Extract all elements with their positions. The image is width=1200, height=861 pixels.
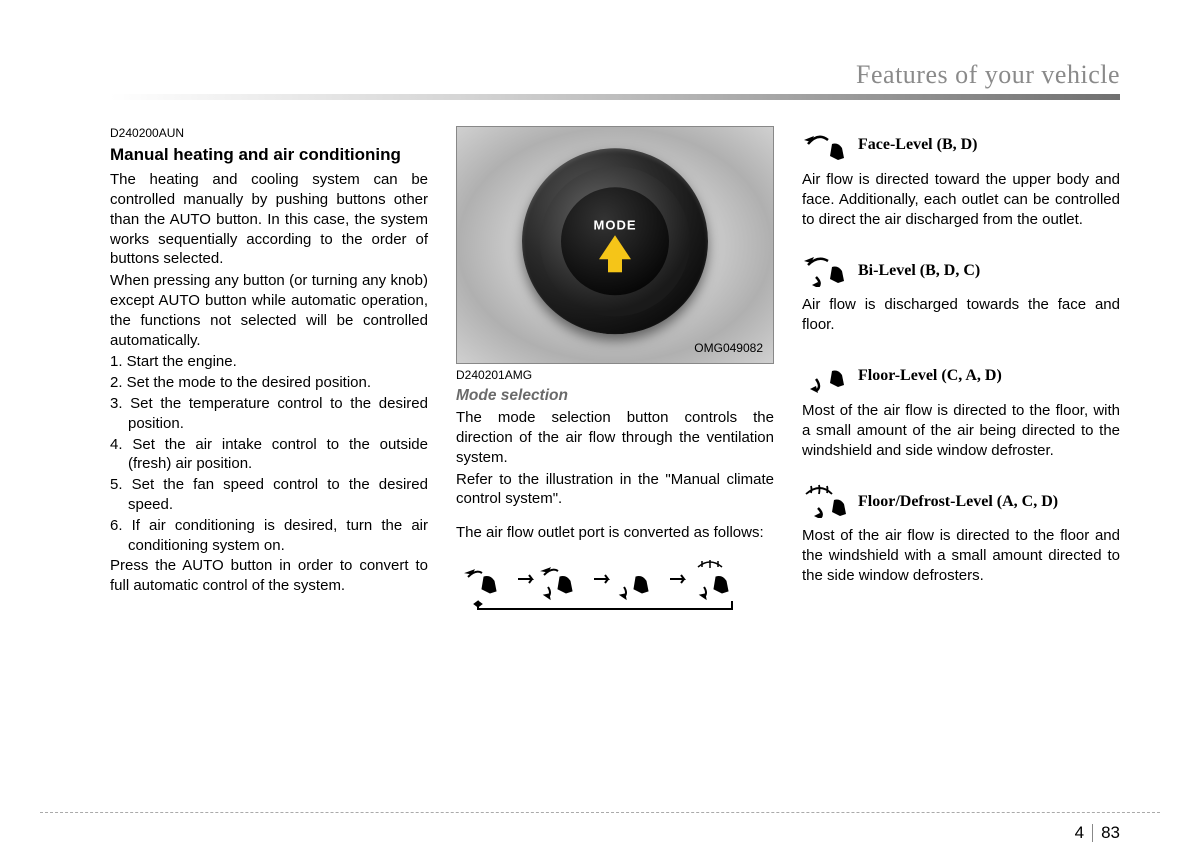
mode-label: Bi-Level (B, D, C) (858, 260, 980, 281)
header-rule (110, 94, 1120, 100)
footer-rule (40, 812, 1160, 813)
mode-row-defrost: Floor/Defrost-Level (A, C, D) (802, 482, 1120, 520)
manual-page: Features of your vehicle D240200AUN Manu… (0, 0, 1200, 861)
paragraph: The mode selection button controls the d… (456, 408, 774, 467)
list-item: 3. Set the temperature control to the de… (110, 394, 428, 434)
mode-text: MODE (594, 216, 637, 233)
bi-level-icon (802, 253, 848, 287)
floor-defrost-icon (802, 484, 848, 518)
face-level-icon (802, 128, 848, 162)
column-center: ✱ MODE OMG049082 D240201AMG Mode selecti… (456, 126, 774, 619)
column-right: Face-Level (B, D) Air flow is directed t… (802, 126, 1120, 619)
list-item: 6. If air conditioning is desired, turn … (110, 516, 428, 556)
dial-inner: MODE (561, 187, 669, 295)
paragraph: Refer to the illustration in the "Manual… (456, 470, 774, 510)
chapter-number: 4 (1075, 823, 1084, 843)
mode-row-floor: Floor-Level (C, A, D) (802, 357, 1120, 395)
mode-label: Floor/Defrost-Level (A, C, D) (858, 491, 1058, 512)
page-divider (1092, 824, 1093, 842)
content-columns: D240200AUN Manual heating and air condit… (110, 126, 1120, 619)
mode-desc: Most of the air flow is directed to the … (802, 526, 1120, 585)
floor-level-icon (802, 359, 848, 393)
sub-heading: Mode selection (456, 386, 774, 406)
airflow-sequence-icon (456, 557, 766, 613)
figure-code: OMG049082 (694, 341, 763, 357)
list-item: 4. Set the air intake control to the out… (110, 435, 428, 475)
doc-code: D240200AUN (110, 126, 428, 142)
paragraph: The heating and cooling system can be co… (110, 170, 428, 269)
section-heading: Manual heating and air conditioning (110, 144, 428, 166)
mode-row-face: Face-Level (B, D) (802, 126, 1120, 164)
dial-outer: ✱ MODE (522, 148, 708, 334)
mode-desc: Air flow is directed toward the upper bo… (802, 170, 1120, 229)
mode-label: Floor-Level (C, A, D) (858, 365, 1002, 386)
mode-desc: Air flow is discharged towards the face … (802, 295, 1120, 335)
mode-desc: Most of the air flow is directed to the … (802, 401, 1120, 460)
list-item: 1. Start the engine. (110, 352, 428, 372)
mode-dial-figure: ✱ MODE OMG049082 (456, 126, 774, 364)
paragraph: Press the AUTO button in order to conver… (110, 556, 428, 596)
paragraph: The air flow outlet port is converted as… (456, 523, 774, 543)
arrow-stem (608, 258, 622, 272)
list-item: 5. Set the fan speed control to the desi… (110, 475, 428, 515)
page-header: Features of your vehicle (110, 60, 1120, 96)
page-number: 4 83 (1075, 823, 1120, 843)
mode-label: Face-Level (B, D) (858, 134, 978, 155)
mode-row-bilevel: Bi-Level (B, D, C) (802, 251, 1120, 289)
list-item: 2. Set the mode to the desired position. (110, 373, 428, 393)
paragraph: When pressing any button (or turning any… (110, 271, 428, 350)
page-number-value: 83 (1101, 823, 1120, 843)
doc-code: D240201AMG (456, 368, 774, 384)
column-left: D240200AUN Manual heating and air condit… (110, 126, 428, 619)
steps-list: 1. Start the engine. 2. Set the mode to … (110, 352, 428, 555)
chapter-title: Features of your vehicle (110, 60, 1120, 90)
arrow-up-icon (599, 235, 631, 259)
